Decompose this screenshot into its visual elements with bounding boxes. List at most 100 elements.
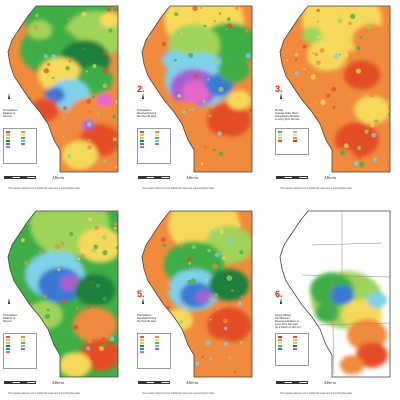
legend-title-line: to Long Term Normal xyxy=(275,117,300,121)
legend-swatch xyxy=(155,142,159,145)
legend-swatch xyxy=(21,347,25,350)
map-colour-region xyxy=(68,97,112,133)
legend-swatch xyxy=(155,130,159,133)
map-colour-region xyxy=(356,342,388,368)
alberta-map xyxy=(7,5,119,173)
legend-swatch xyxy=(140,338,144,341)
legend-box xyxy=(137,128,171,164)
legend-title-line: Precipitation xyxy=(137,314,152,317)
legend-swatch xyxy=(140,350,144,353)
scale-bar xyxy=(276,381,308,384)
alberta-logo: Alberta xyxy=(324,380,336,385)
legend-swatch xyxy=(6,145,10,148)
legend-title-line: (to a Depth of 120 cm) xyxy=(275,325,301,329)
map-colour-region xyxy=(162,50,186,70)
legend-box xyxy=(3,128,37,164)
footer-note: Visit weather.alberta.ca for additional … xyxy=(280,187,352,190)
map-colour-region xyxy=(45,87,65,103)
legend-box xyxy=(275,333,309,366)
legend-swatch xyxy=(21,136,25,139)
map-colour-region xyxy=(207,102,251,138)
map-colour-region xyxy=(218,57,250,83)
legend-swatch xyxy=(6,335,10,338)
legend-title: Precipitation Relative to Normal xyxy=(3,314,17,324)
legend-swatch xyxy=(6,136,10,139)
panel-number: 2. xyxy=(137,84,145,94)
legend-swatch xyxy=(6,133,10,136)
north-arrow xyxy=(8,93,10,99)
map-colour-region xyxy=(73,307,117,343)
legend-box xyxy=(3,333,37,369)
legend-swatch xyxy=(278,335,282,338)
legend-swatch xyxy=(155,347,159,350)
map-colour-region xyxy=(78,227,118,263)
legend-swatch xyxy=(278,344,282,347)
legend-swatch xyxy=(155,341,159,344)
legend-swatch xyxy=(140,341,144,344)
legend-title-line: Soil Moisture xyxy=(275,316,290,320)
legend-swatch xyxy=(293,335,297,338)
legend-title-line: Precipitation xyxy=(3,109,18,112)
province-boundary xyxy=(279,210,391,378)
map-colour-region xyxy=(206,135,242,165)
map-colour-region xyxy=(59,352,91,377)
legend-box xyxy=(137,333,171,369)
legend-swatch xyxy=(140,145,144,148)
legend-title-line: Long Term Normals xyxy=(275,322,298,326)
north-arrow xyxy=(142,93,144,99)
legend-swatch xyxy=(278,139,282,142)
map-panel-1: Precipitation Relative to Normal Alberta Vis… xyxy=(0,0,128,195)
map-panel-3: 3. 30-Day Average Daily Mean Temperature Re… xyxy=(272,0,400,195)
alberta-logo: Alberta xyxy=(186,380,198,385)
legend-swatch xyxy=(6,341,10,344)
map-colour-region xyxy=(31,98,59,122)
map-colour-region xyxy=(165,308,193,332)
legend-swatch xyxy=(155,139,159,142)
footer-note: Visit weather.alberta.ca for additional … xyxy=(8,392,80,395)
legend-swatch xyxy=(6,130,10,133)
scale-bar xyxy=(276,176,308,179)
legend-swatch xyxy=(278,133,282,136)
map-colour-region xyxy=(97,93,113,107)
legend-swatch xyxy=(140,347,144,350)
map-colour-region xyxy=(315,303,339,323)
scale-bar xyxy=(4,381,36,384)
legend-swatch xyxy=(21,335,25,338)
legend-title-line: Spring Wheat xyxy=(275,314,291,317)
legend-swatch xyxy=(293,344,297,347)
legend-swatch xyxy=(278,347,282,350)
footer-note: Visit weather.alberta.ca for additional … xyxy=(142,392,214,395)
alberta-logo: Alberta xyxy=(324,175,336,180)
legend-box xyxy=(275,128,309,156)
alberta-logo: Alberta xyxy=(186,175,198,180)
legend-swatch xyxy=(140,130,144,133)
legend-title-line: 30-Day xyxy=(275,109,284,112)
legend-swatch xyxy=(293,130,297,133)
panel-number: 3. xyxy=(275,84,283,94)
footer-note: Visit weather.alberta.ca for additional … xyxy=(8,187,80,190)
footer-note: Visit weather.alberta.ca for additional … xyxy=(280,392,352,395)
panel-number: 6. xyxy=(275,289,283,299)
legend-title-line: Received During xyxy=(137,111,157,115)
legend-swatch xyxy=(21,338,25,341)
legend-swatch xyxy=(6,347,10,350)
map-colour-region xyxy=(182,80,210,104)
map-colour-field xyxy=(142,6,252,172)
legend-title-line: Relative to xyxy=(3,316,16,320)
province-boundary xyxy=(141,210,253,378)
map-colour-region xyxy=(100,12,118,28)
legend-title-line: Temperature Relative xyxy=(275,114,300,118)
map-colour-field xyxy=(8,6,118,172)
legend-swatch xyxy=(140,136,144,139)
legend-title-line: Normal xyxy=(3,114,12,118)
alberta-logo: Alberta xyxy=(52,175,64,180)
map-colour-region xyxy=(340,355,364,375)
map-colour-region xyxy=(367,292,387,308)
legend-swatch xyxy=(21,130,25,133)
legend-title-line: Reserves Relative to xyxy=(275,319,299,323)
map-colour-field xyxy=(8,211,118,377)
map-colour-region xyxy=(302,27,322,43)
legend-swatch xyxy=(6,142,10,145)
legend-swatch xyxy=(6,350,10,353)
map-colour-region xyxy=(28,20,52,40)
